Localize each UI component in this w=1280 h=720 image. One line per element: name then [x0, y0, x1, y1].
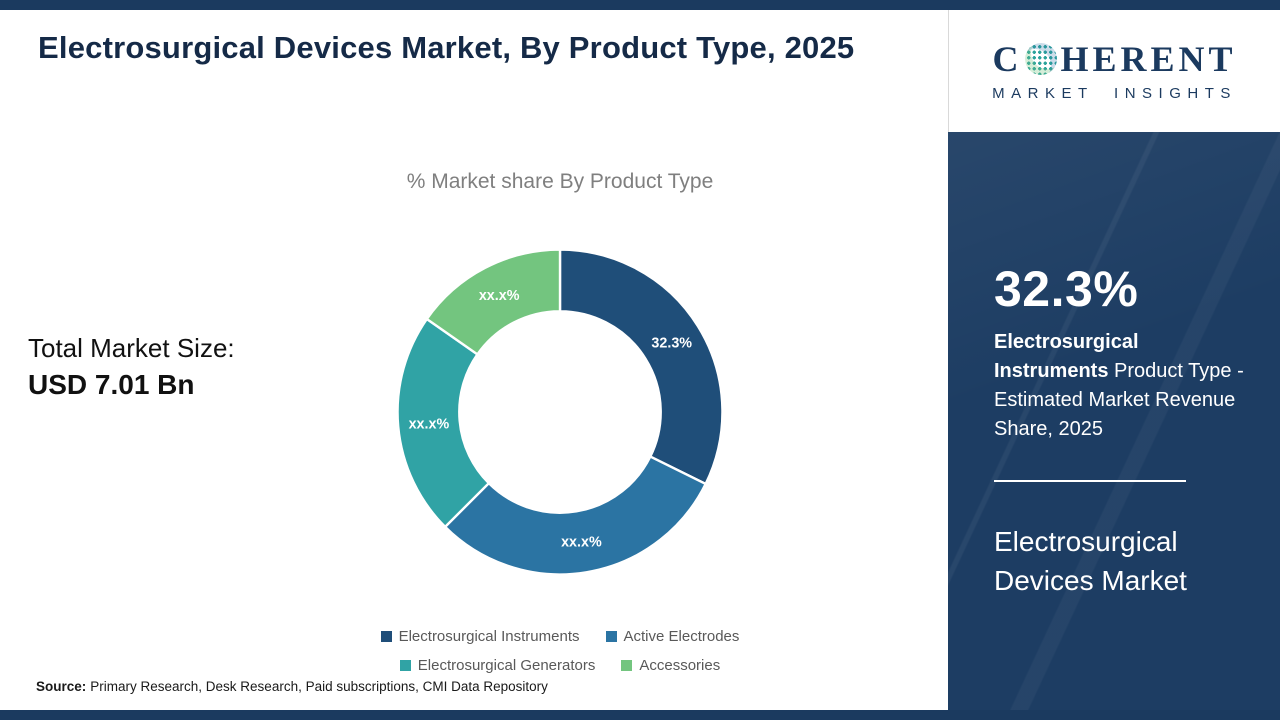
- highlight-description: Electrosurgical Instruments Product Type…: [994, 328, 1256, 444]
- main-area: Electrosurgical Devices Market, By Produ…: [0, 10, 948, 710]
- total-market-size-block: Total Market Size: USD 7.01 Bn: [28, 332, 235, 404]
- donut-slice-0: [558, 248, 724, 486]
- brand-logo: C HERENT MARKET INSIGHTS: [948, 10, 1280, 132]
- highlight-panel: 32.3% Electrosurgical Instruments Produc…: [948, 132, 1280, 710]
- donut-slice-2: [396, 317, 491, 529]
- legend-swatch-icon: [399, 660, 411, 671]
- page-title: Electrosurgical Devices Market, By Produ…: [38, 30, 855, 65]
- donut-slice-1: [443, 454, 708, 576]
- highlight-description-bold: Electrosurgical Instruments: [994, 331, 1139, 382]
- total-market-size-value: USD 7.01 Bn: [28, 368, 195, 400]
- donut-chart-container: 32.3% xx.x% xx.x% xx.x%: [388, 240, 732, 584]
- source-text: Primary Research, Desk Research, Paid su…: [90, 679, 548, 694]
- highlight-description-rest: Product Type - Estimated Market Revenue …: [994, 360, 1244, 440]
- donut-chart: 32.3% xx.x% xx.x% xx.x%: [396, 248, 724, 576]
- brand-letter-c: C: [992, 38, 1023, 79]
- slice-label-0: 32.3%: [651, 335, 692, 351]
- chart-title: % Market share By Product Type: [406, 170, 714, 193]
- legend-swatch-icon: [621, 660, 633, 671]
- legend-label: Electrosurgical Instruments: [398, 628, 580, 645]
- legend-item: Active Electrodes: [605, 628, 740, 645]
- source-line: Source: Primary Research, Desk Research, …: [36, 679, 548, 694]
- source-label: Source:: [36, 679, 87, 694]
- legend-item: Electrosurgical Generators: [399, 657, 596, 674]
- panel-divider: [994, 480, 1186, 482]
- brand-tagline: MARKET INSIGHTS: [992, 84, 1237, 102]
- slice-label-1: xx.x%: [561, 535, 602, 551]
- bottom-accent-bar: [0, 710, 1280, 720]
- total-market-size-label: Total Market Size:: [28, 333, 235, 363]
- legend-label: Electrosurgical Generators: [417, 657, 596, 674]
- slice-label-2: xx.x%: [409, 416, 450, 432]
- highlight-stat-value: 32.3%: [994, 261, 1139, 317]
- legend-label: Active Electrodes: [623, 628, 740, 645]
- right-column: C HERENT MARKET INSIGHTS 32.3% Electrosu…: [948, 10, 1280, 710]
- legend-swatch-icon: [605, 631, 617, 642]
- legend-item: Accessories: [621, 657, 720, 674]
- legend-item: Electrosurgical Instruments: [380, 628, 580, 645]
- legend-swatch-icon: [380, 631, 392, 642]
- slice-label-3: xx.x%: [479, 288, 520, 304]
- donut-slice-3: [425, 248, 562, 357]
- globe-dots-icon: [1025, 42, 1058, 75]
- chart-legend: Electrosurgical Instruments Active Electr…: [300, 628, 820, 674]
- market-name: Electrosurgical Devices Market: [994, 526, 1187, 597]
- top-accent-bar: [0, 0, 1280, 10]
- brand-wordmark: C HERENT: [992, 41, 1236, 77]
- legend-label: Accessories: [639, 657, 721, 674]
- brand-letters-herent: HERENT: [1060, 38, 1237, 79]
